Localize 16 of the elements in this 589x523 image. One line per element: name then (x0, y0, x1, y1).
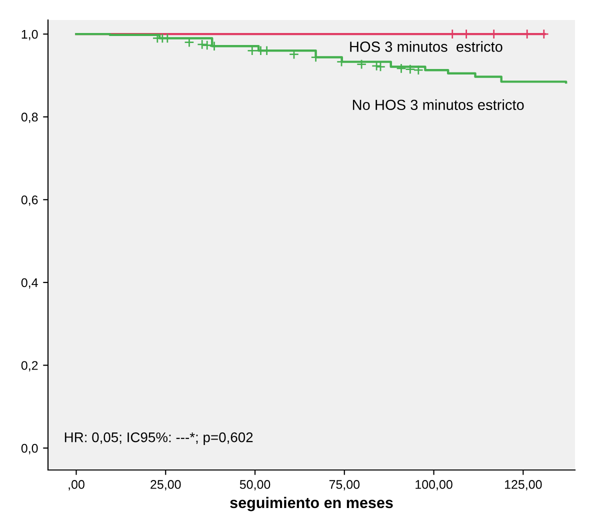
y-tick-label: 0,0 (21, 444, 38, 454)
x-tick-label: 125,00 (504, 480, 542, 490)
series-label: HOS 3 minutos estricto (350, 41, 502, 52)
series-label: No HOS 3 minutos estricto (352, 99, 524, 110)
x-tick-label: 25,00 (150, 480, 181, 490)
y-tick-label: 1,0 (22, 30, 38, 40)
y-tick-label: 0,4 (21, 278, 38, 289)
y-tick-label: 0,8 (21, 112, 38, 123)
x-tick-label: 50,00 (240, 480, 270, 490)
x-tick-label: ,00 (68, 480, 84, 490)
x-tick-label: 100,00 (416, 480, 452, 490)
y-tick-label: 0,2 (21, 361, 38, 372)
y-tick-label: 0,6 (21, 195, 38, 206)
x-tick-label: 75,00 (329, 480, 360, 490)
annotation: HR: 0,05; IC95%: ---*; p=0,602 (64, 432, 253, 445)
x-axis-title: seguimiento en meses (230, 496, 393, 512)
